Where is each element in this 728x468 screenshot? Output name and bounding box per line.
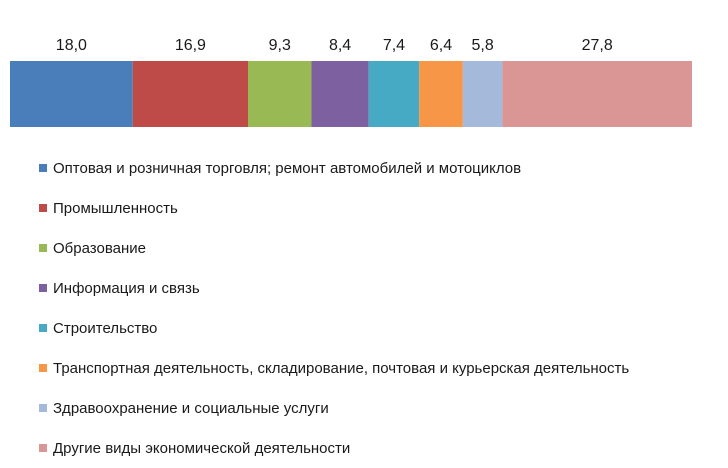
legend-item-4: Информация и связь [39,268,629,308]
data-labels: 18,0 16,9 9,3 8,4 7,4 6,4 5,8 27,8 [56,37,613,54]
data-label-1: 18,0 [56,37,87,54]
data-label-8: 27,8 [582,37,613,54]
legend-label: Оптовая и розничная торговля; ремонт авт… [53,159,522,177]
bar-segment-3 [248,61,312,127]
legend-item-2: Промышленность [39,188,629,228]
legend-swatch [39,244,47,252]
bar-segment-6 [419,61,463,127]
bar-segment-4 [311,61,369,127]
legend-swatch [39,204,47,212]
data-label-3: 9,3 [269,37,291,54]
legend: Оптовая и розничная торговля; ремонт авт… [39,148,629,468]
data-label-7: 5,8 [472,37,494,54]
legend-item-5: Строительство [39,308,629,348]
legend-label: Промышленность [53,199,178,217]
legend-item-8: Другие виды экономической деятельности [39,428,629,468]
data-label-4: 8,4 [329,37,351,54]
bar-segment-2 [132,61,249,127]
legend-item-3: Образование [39,228,629,268]
legend-item-7: Здравоохранение и социальные услуги [39,388,629,428]
bar-segment-8 [502,61,692,127]
legend-item-6: Транспортная деятельность, складирование… [39,348,629,388]
legend-label: Информация и связь [53,279,200,297]
legend-item-1: Оптовая и розничная торговля; ремонт авт… [39,148,629,188]
data-label-2: 16,9 [175,37,206,54]
legend-swatch [39,404,47,412]
stacked-bar-chart: 18,0 16,9 9,3 8,4 7,4 6,4 5,8 27,8 [10,37,692,127]
legend-label: Строительство [53,319,158,337]
data-label-6: 6,4 [430,37,452,54]
legend-swatch [39,164,47,172]
legend-swatch [39,284,47,292]
legend-swatch [39,324,47,332]
legend-label: Транспортная деятельность, складирование… [53,359,630,377]
bar-segment-5 [368,61,420,127]
bar-segments [10,61,692,127]
legend-label: Здравоохранение и социальные услуги [53,399,329,417]
legend-swatch [39,444,47,452]
bar-segment-1 [10,61,133,127]
legend-label: Другие виды экономической деятельности [53,439,351,457]
bar-segment-7 [462,61,503,127]
legend-label: Образование [53,239,146,257]
legend-swatch [39,364,47,372]
data-label-5: 7,4 [383,37,405,54]
